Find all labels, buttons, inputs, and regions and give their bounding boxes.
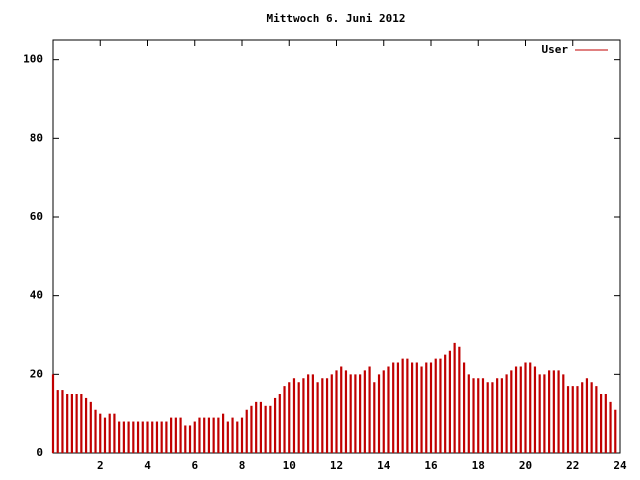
x-tick-label: 6 — [191, 459, 198, 472]
x-tick-label: 10 — [283, 459, 296, 472]
x-tick-label: 18 — [472, 459, 485, 472]
legend-label: User — [542, 43, 569, 56]
x-tick-label: 8 — [239, 459, 246, 472]
x-tick-label: 12 — [330, 459, 343, 472]
y-tick-label: 20 — [30, 367, 43, 380]
x-tick-label: 4 — [144, 459, 151, 472]
chart-title: Mittwoch 6. Juni 2012 — [266, 12, 405, 25]
x-tick-label: 16 — [424, 459, 438, 472]
x-tick-label: 20 — [519, 459, 532, 472]
y-tick-label: 0 — [36, 446, 43, 459]
x-tick-label: 14 — [377, 459, 391, 472]
x-tick-label: 22 — [566, 459, 579, 472]
x-tick-label: 24 — [613, 459, 627, 472]
y-tick-label: 100 — [23, 53, 43, 66]
x-tick-label: 2 — [97, 459, 104, 472]
y-tick-label: 80 — [30, 131, 43, 144]
y-tick-label: 40 — [30, 289, 43, 302]
y-tick-label: 60 — [30, 210, 43, 223]
